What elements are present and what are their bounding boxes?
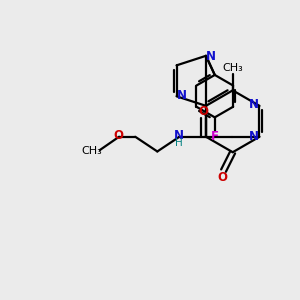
Text: CH₃: CH₃ bbox=[222, 63, 243, 73]
Text: O: O bbox=[199, 105, 208, 118]
Text: N: N bbox=[249, 98, 259, 111]
Text: O: O bbox=[217, 171, 227, 184]
Text: H: H bbox=[175, 138, 182, 148]
Text: N: N bbox=[206, 50, 216, 63]
Text: F: F bbox=[211, 130, 219, 143]
Text: N: N bbox=[177, 89, 187, 102]
Text: N: N bbox=[173, 129, 184, 142]
Text: O: O bbox=[113, 129, 124, 142]
Text: N: N bbox=[249, 130, 259, 143]
Text: CH₃: CH₃ bbox=[81, 146, 102, 157]
